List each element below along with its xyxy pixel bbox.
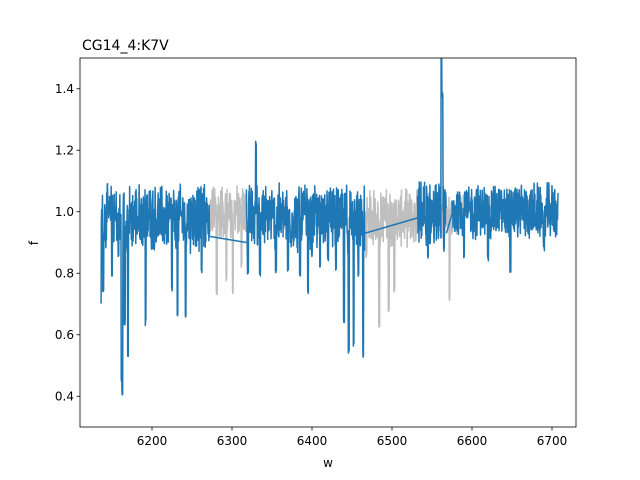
x-tick-label: 6600 <box>457 434 488 448</box>
spectrum-segment <box>245 140 366 358</box>
spectrum-segment <box>100 182 211 396</box>
y-tick-label: 1.4 <box>55 82 74 96</box>
spectrum-segment <box>364 188 419 328</box>
spectrum-series <box>100 58 559 396</box>
y-tick-label: 1.2 <box>55 143 74 157</box>
x-tick-label: 6200 <box>137 434 168 448</box>
x-tick-label: 6500 <box>377 434 408 448</box>
spectrum-segment <box>451 181 559 274</box>
plot-area <box>100 58 559 396</box>
y-tick-label: 1.0 <box>55 205 74 219</box>
x-tick-label: 6700 <box>537 434 568 448</box>
gap-bridge-line <box>209 235 247 244</box>
spectrum-segment <box>208 185 248 296</box>
gap-bridge-line <box>445 205 456 234</box>
spectrum-segment <box>416 58 447 259</box>
x-tick-label: 6400 <box>297 434 328 448</box>
y-axis-label: f <box>27 240 41 245</box>
y-tick-label: 0.8 <box>55 266 74 280</box>
x-axis-label: w <box>323 456 333 470</box>
y-axis-ticks: 0.4 0.6 0.8 1.0 1.2 1.4 <box>55 82 80 403</box>
plot-frame <box>79 57 577 428</box>
y-tick-label: 0.6 <box>55 328 74 342</box>
x-axis-ticks: 6200 6300 6400 6500 6600 6700 <box>137 427 568 448</box>
y-tick-label: 0.4 <box>55 389 74 403</box>
gap-bridge-line <box>364 217 418 234</box>
chart-title: CG14_4:K7V <box>82 38 169 54</box>
x-tick-label: 6300 <box>217 434 248 448</box>
